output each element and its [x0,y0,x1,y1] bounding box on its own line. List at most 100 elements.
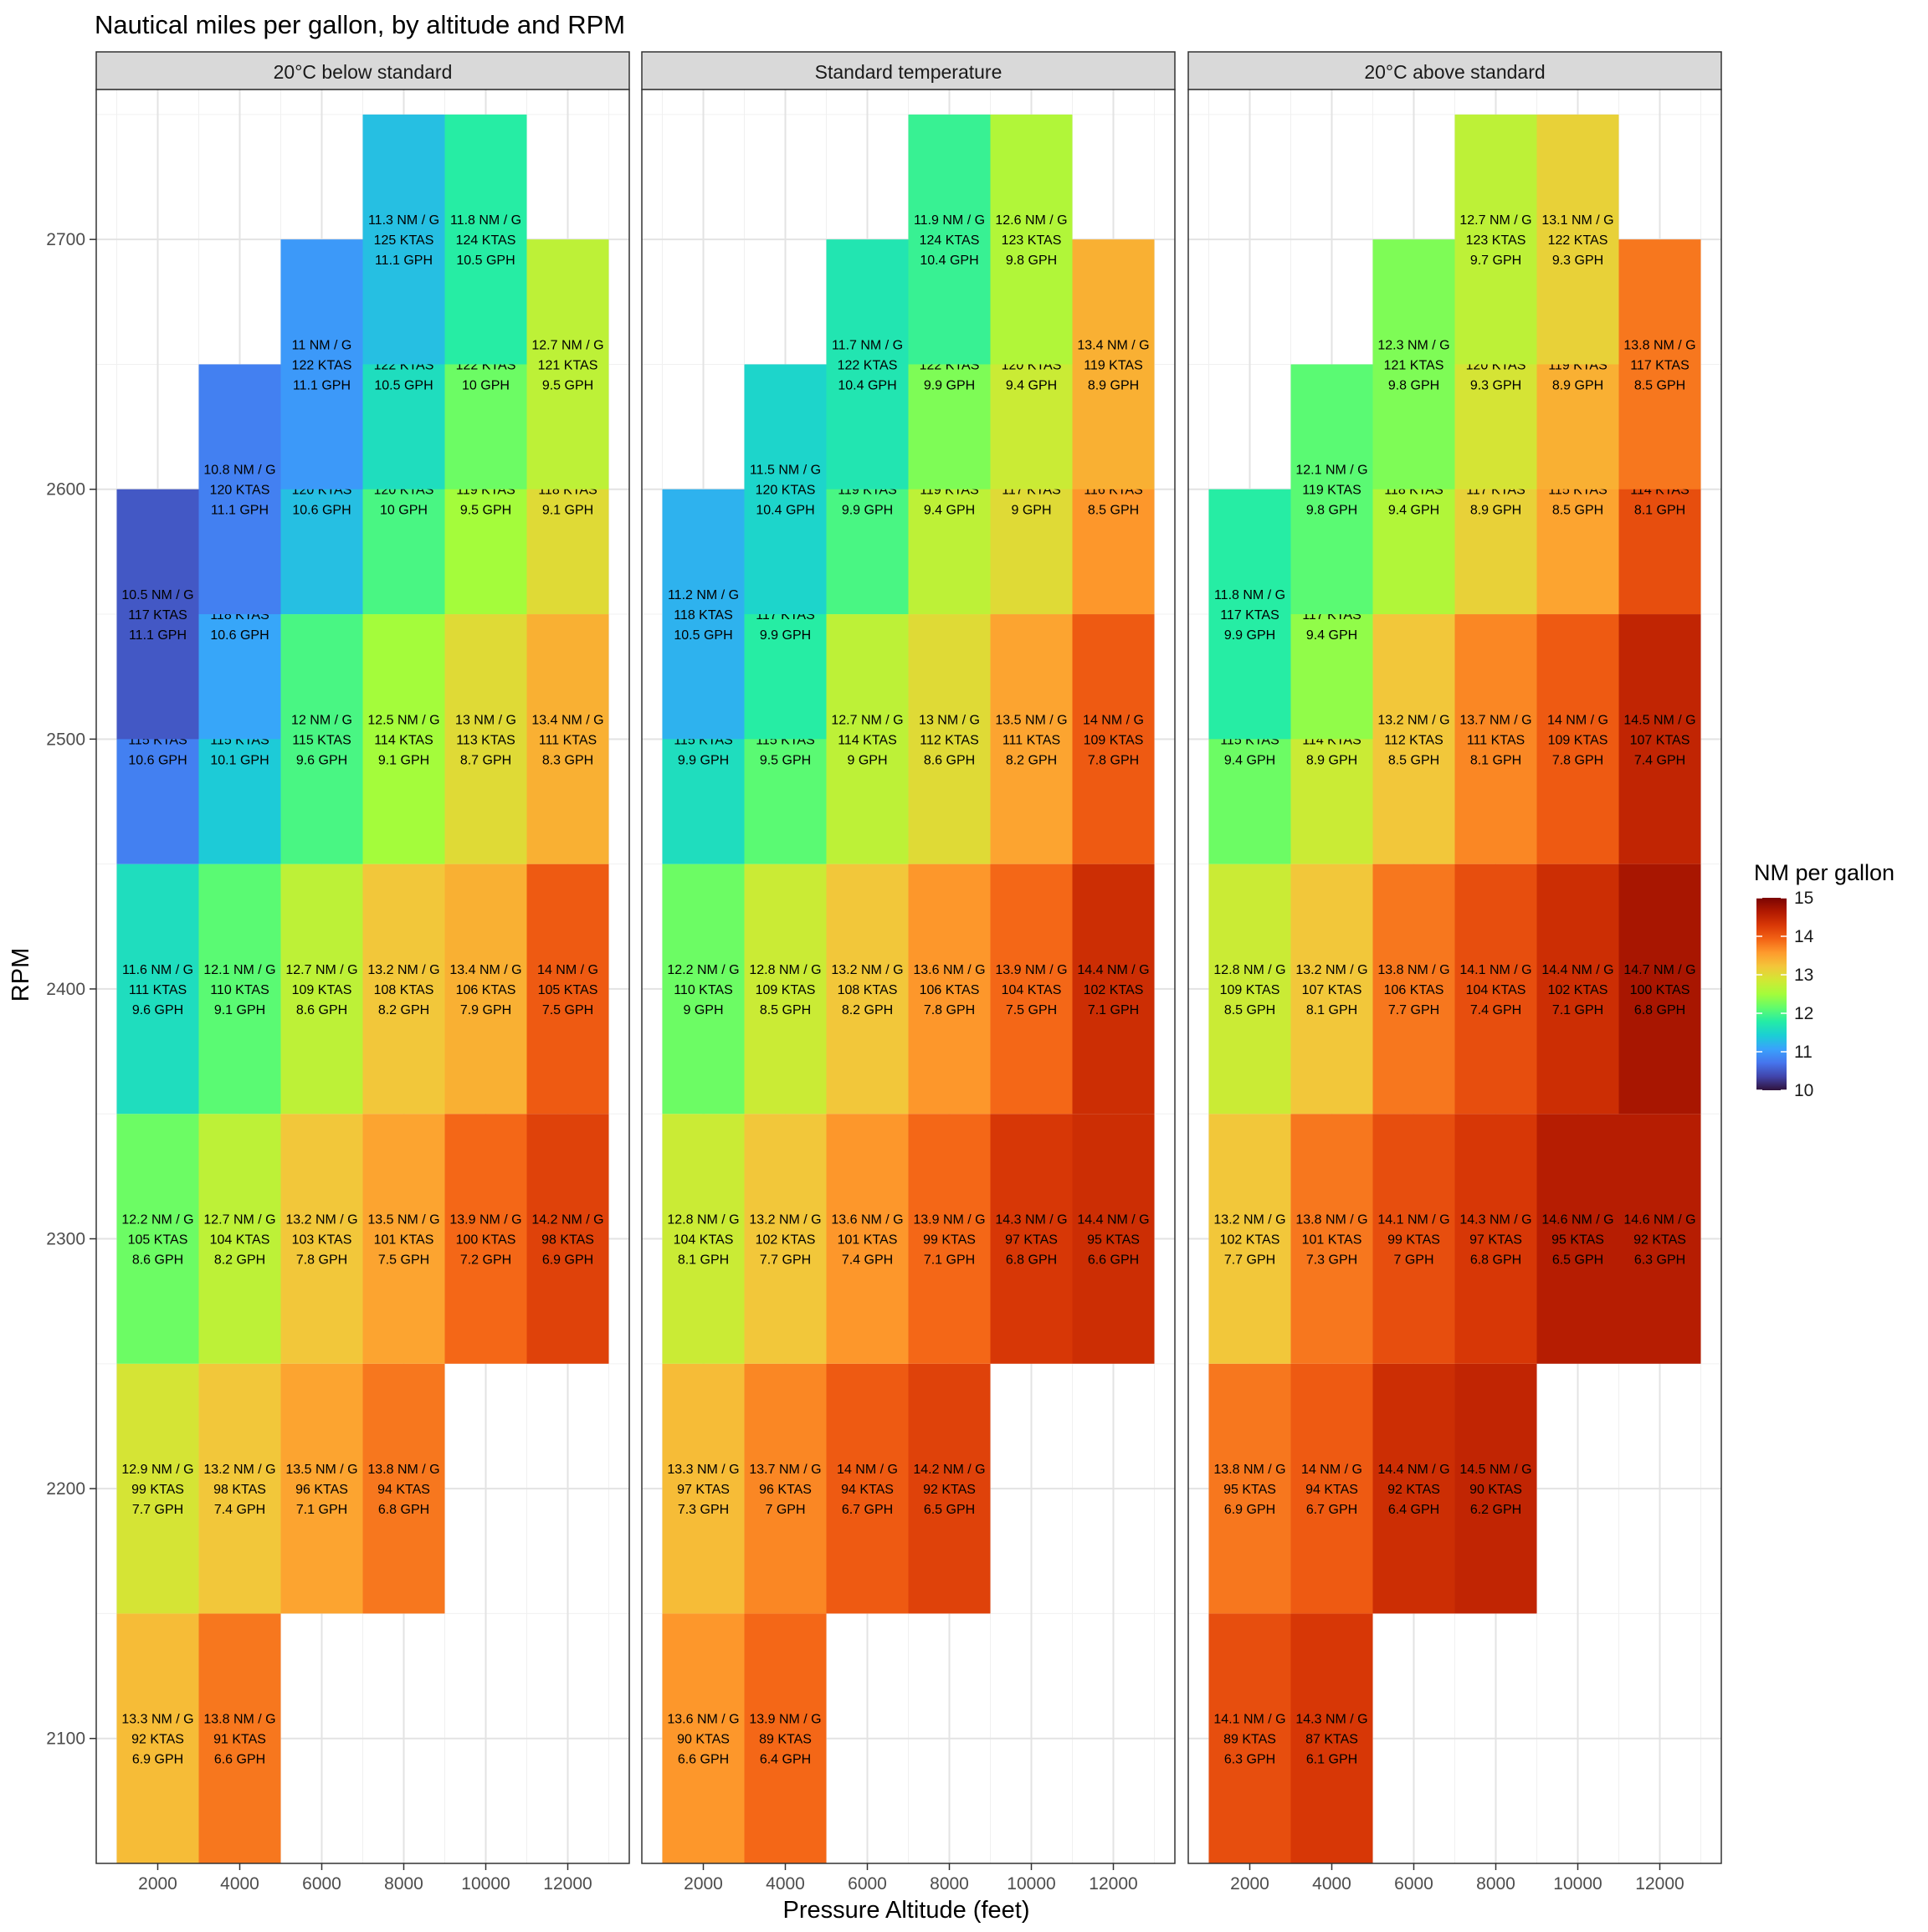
tile-ktas-label: 95 KTAS [1551,1233,1604,1248]
tile-ktas-label: 89 KTAS [1223,1733,1276,1747]
tile-nmpg-label: 12.8 NM / G [1213,963,1285,977]
tile-gph-label: 7.3 GPH [678,1503,729,1517]
tile-nmpg-label: 11.3 NM / G [368,213,439,228]
legend-tick-label: 13 [1794,966,1813,985]
heatmap-tile [280,864,363,1115]
tile-ktas-label: 111 KTAS [129,983,187,997]
tile-ktas-label: 110 KTAS [210,983,269,997]
tile-gph-label: 10.4 GPH [920,254,978,268]
x-tick-label: 2000 [684,1874,723,1894]
tile-nmpg-label: 12.6 NM / G [995,213,1067,228]
heatmap-tile [362,114,445,365]
heatmap-tile [662,1114,745,1364]
tile-nmpg-label: 12 NM / G [291,713,352,727]
tile-gph-label: 11.1 GPH [293,378,351,392]
tile-nmpg-label: 12.8 NM / G [667,1213,739,1227]
tile-gph-label: 7.1 GPH [296,1503,347,1517]
heatmap-tile [744,1114,827,1364]
tile-nmpg-label: 10.8 NM / G [203,464,275,478]
tile-gph-label: 9.1 GPH [214,1003,265,1017]
tile-nmpg-label: 14.5 NM / G [1459,1463,1531,1477]
tile-gph-label: 10.6 GPH [210,628,269,643]
tile-gph-label: 7.7 GPH [760,1253,811,1268]
tile-gph-label: 9 GPH [1011,504,1051,518]
tile-nmpg-label: 11 NM / G [292,338,352,352]
facet-panel: 20°C above standard 14.1 NM / G 89 KTAS 6.3… [1187,51,1722,1894]
tile-ktas-label: 97 KTAS [1469,1233,1522,1248]
tile-nmpg-label: 12.2 NM / G [121,1213,193,1227]
tile-nmpg-label: 13.8 NM / G [1295,1213,1367,1227]
tile-gph-label: 9.4 GPH [1006,378,1057,392]
tile-gph-label: 9.9 GPH [678,753,729,767]
heatmap-tile [362,1114,445,1364]
tile-ktas-label: 102 KTAS [1220,1233,1280,1248]
heatmap-tile [280,614,363,864]
tile-ktas-label: 94 KTAS [377,1483,430,1497]
tile-ktas-label: 92 KTAS [1633,1233,1686,1248]
tile-nmpg-label: 13.1 NM / G [1541,213,1613,228]
tile-gph-label: 6.8 GPH [1634,1003,1685,1017]
tile-gph-label: 8.7 GPH [460,753,511,767]
tile-gph-label: 8.2 GPH [214,1253,265,1268]
tile-gph-label: 6.5 GPH [924,1503,975,1517]
heatmap-tile [1454,1114,1537,1364]
tile-ktas-label: 99 KTAS [923,1233,976,1248]
tile-ktas-label: 106 KTAS [920,983,980,997]
y-tick-label: 2300 [46,1230,85,1249]
tile-gph-label: 7.8 GPH [1552,753,1603,767]
heatmap-tile [362,614,445,864]
heatmap-tile [1454,864,1537,1115]
tile-gph-label: 6.9 GPH [1224,1503,1275,1517]
tile-nmpg-label: 13.8 NM / G [367,1463,439,1477]
tile-gph-label: 9.8 GPH [1006,254,1057,268]
tile-gph-label: 7.5 GPH [542,1003,593,1017]
tile-ktas-label: 122 KTAS [292,358,352,372]
facet-strip [641,51,1176,90]
heatmap-tile [744,864,827,1115]
heatmap-tile [826,1363,909,1614]
tile-nmpg-label: 12.2 NM / G [667,963,739,977]
tile-gph-label: 7 GPH [1393,1253,1433,1268]
tile-ktas-label: 106 KTAS [1384,983,1444,997]
tile-gph-label: 6.6 GPH [1088,1253,1139,1268]
tile-ktas-label: 101 KTAS [1302,1233,1362,1248]
tile-gph-label: 6.9 GPH [132,1753,183,1767]
tile-nmpg-label: 14 NM / G [837,1463,898,1477]
tile-ktas-label: 100 KTAS [456,1233,516,1248]
tile-nmpg-label: 11.5 NM / G [750,464,821,478]
x-tick-label: 8000 [384,1874,423,1894]
legend-colorbar [1756,898,1787,1090]
facet-panel: Standard temperature 13.6 NM / G 90 KTAS 6.… [641,51,1176,1894]
tile-ktas-label: 117 KTAS [1630,358,1690,372]
panel-border [641,89,1176,1864]
tile-gph-label: 9.6 GPH [296,753,347,767]
tile-gph-label: 7.4 GPH [1470,1003,1521,1017]
tile-ktas-label: 114 KTAS [374,733,433,747]
tile-gph-label: 7.7 GPH [1224,1253,1275,1268]
tile-gph-label: 9.9 GPH [924,378,975,392]
tile-ktas-label: 117 KTAS [128,608,187,623]
tile-nmpg-label: 13.3 NM / G [667,1463,739,1477]
x-tick-label: 6000 [1394,1874,1433,1894]
tile-gph-label: 8.5 GPH [1552,504,1603,518]
tile-ktas-label: 123 KTAS [1466,233,1526,248]
tile-nmpg-label: 14.1 NM / G [1377,1213,1449,1227]
tile-nmpg-label: 13.3 NM / G [121,1713,193,1727]
tile-nmpg-label: 12.1 NM / G [203,963,275,977]
heatmap-tile [1290,1363,1373,1614]
heatmap-tile [908,864,991,1115]
tile-nmpg-label: 13.4 NM / G [449,963,521,977]
tile-ktas-label: 111 KTAS [539,733,597,747]
tile-gph-label: 9.7 GPH [1470,254,1521,268]
heatmap-tile [744,1363,827,1614]
tile-gph-label: 9.5 GPH [542,378,593,392]
tile-gph-label: 7.1 GPH [1088,1003,1139,1017]
tile-nmpg-label: 14.4 NM / G [1377,1463,1449,1477]
heatmap-tile [362,864,445,1115]
tile-gph-label: 11.1 GPH [211,504,269,518]
tile-nmpg-label: 11.8 NM / G [1214,588,1285,602]
x-tick-label: 12000 [1089,1874,1137,1894]
tile-nmpg-label: 14.2 NM / G [531,1213,603,1227]
tile-nmpg-label: 13.4 NM / G [531,713,603,727]
tile-nmpg-label: 13.5 NM / G [995,713,1067,727]
